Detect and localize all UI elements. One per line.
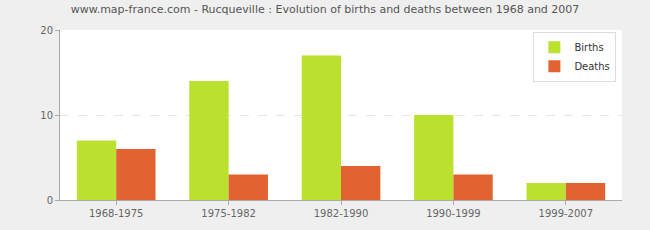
- svg-text:10: 10: [40, 110, 53, 121]
- svg-text:1982-1990: 1982-1990: [314, 208, 369, 219]
- svg-text:Births: Births: [574, 42, 603, 53]
- svg-text:1990-1999: 1990-1999: [426, 208, 481, 219]
- svg-text:20: 20: [40, 25, 53, 36]
- svg-text:Deaths: Deaths: [574, 61, 609, 72]
- svg-text:www.map-france.com - Rucquevil: www.map-france.com - Rucqueville : Evolu…: [71, 3, 580, 16]
- svg-text:1999-2007: 1999-2007: [539, 208, 594, 219]
- svg-text:1975-1982: 1975-1982: [201, 208, 256, 219]
- svg-text:1968-1975: 1968-1975: [89, 208, 144, 219]
- svg-text:0: 0: [47, 195, 53, 206]
